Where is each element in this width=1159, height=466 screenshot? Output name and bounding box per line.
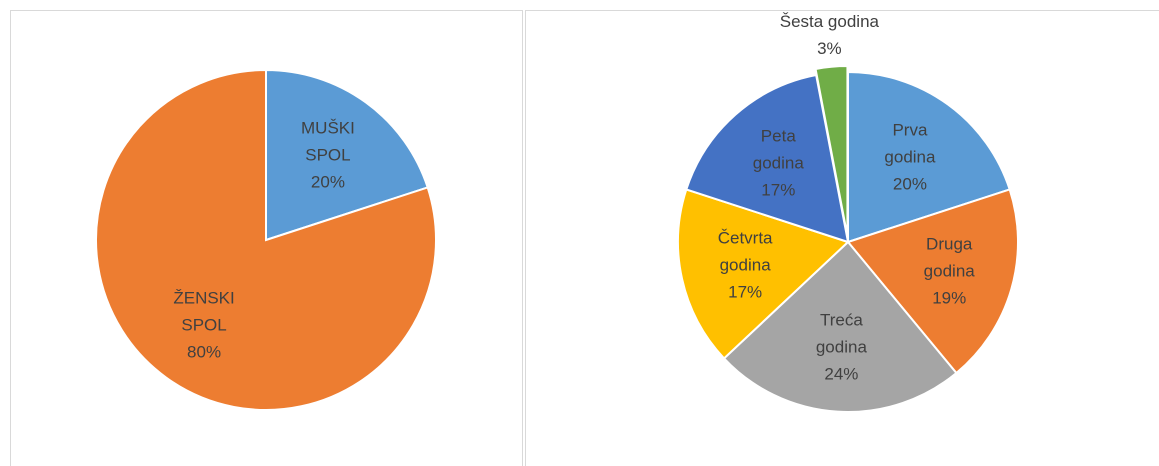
category-label: Četvrta godina [717,228,773,275]
category-label: Treća godina [815,310,867,357]
category-label: Šesta godina [779,11,879,31]
slice-label: Peta godina 17% [738,122,818,203]
pie-slice [265,68,429,242]
category-label: MUŠKI SPOL [301,118,355,165]
pie-slice [814,65,849,237]
slice-label: Šesta godina 3% [780,8,879,62]
pie-slice [846,188,1019,375]
slice-label: Prva godina 20% [870,116,950,197]
pie-slice [677,188,850,360]
pie-slice [685,73,850,244]
slice-label: Treća godina 24% [801,307,881,388]
value-label: 24% [824,364,859,384]
category-label: Prva godina [884,120,936,167]
value-label: 80% [187,342,222,362]
category-label: ŽENSKI SPOL [173,288,235,335]
value-label: 19% [932,288,967,308]
pie-slice [847,70,1011,244]
value-label: 17% [728,282,763,302]
value-label: 20% [892,174,927,194]
slice-label: Četvrta godina 17% [705,224,785,305]
value-label: 17% [761,180,796,200]
category-label: Peta godina [752,126,804,173]
slice-label: Druga godina 19% [909,231,989,312]
slice-label: ŽENSKI SPOL 80% [164,285,244,366]
pie-slice [95,68,437,411]
chart-panel [10,10,523,466]
slice-label: MUŠKI SPOL 20% [288,114,368,195]
category-label: Druga godina [923,234,975,281]
chart-panel [525,10,1159,466]
value-label: 3% [817,38,842,58]
value-label: 20% [310,172,345,192]
pie-slice [722,240,958,413]
